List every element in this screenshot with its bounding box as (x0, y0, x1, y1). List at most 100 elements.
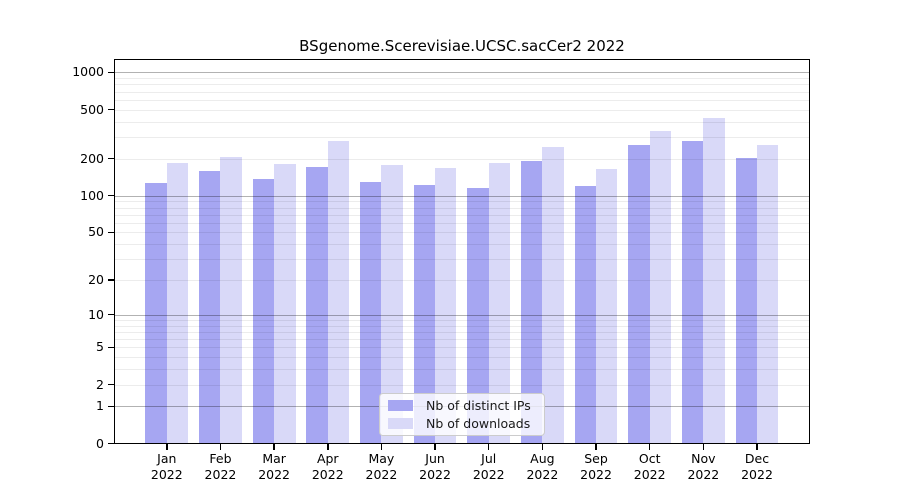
bar-distinct-ips (735, 158, 757, 444)
x-axis-tick-year: 2022 (633, 466, 666, 482)
minor-gridline (114, 369, 810, 371)
bar-distinct-ips (681, 141, 704, 444)
y-axis-tick-label: 50 (88, 224, 104, 240)
x-axis-tick-year: 2022 (472, 466, 505, 482)
x-axis-tick (166, 443, 168, 450)
minor-gridline (114, 207, 810, 209)
bar-downloads (542, 147, 564, 444)
bar-downloads (596, 169, 618, 444)
bar-downloads (166, 163, 189, 444)
bar-downloads (220, 156, 242, 444)
minor-gridline (114, 109, 810, 111)
minor-gridline (114, 280, 810, 281)
y-axis-tick-label: 20 (88, 272, 104, 287)
minor-gridline (114, 91, 810, 93)
bar-distinct-ips (467, 188, 489, 444)
y-axis-tick-label: 5 (96, 339, 104, 355)
x-axis-tick (648, 443, 651, 450)
y-axis-tick-label: 500 (80, 101, 104, 117)
bar-distinct-ips (252, 179, 275, 444)
minor-gridline (114, 201, 810, 203)
bar-downloads (435, 167, 457, 444)
bar-distinct-ips (628, 144, 650, 444)
bar-downloads (703, 118, 725, 444)
minor-gridline (114, 244, 810, 246)
minor-gridline (114, 319, 810, 321)
x-axis-tick-label: Aug 2022 (514, 451, 570, 482)
minor-gridline (114, 121, 810, 123)
legend-entry-downloads: Nb of downloads (388, 415, 536, 431)
y-axis-tick (107, 405, 114, 408)
bar-downloads (381, 164, 403, 444)
minor-gridline (114, 222, 810, 224)
legend: Nb of distinct IPs Nb of downloads (379, 393, 545, 436)
bar-distinct-ips (360, 182, 382, 444)
x-axis-tick-label: May 2022 (353, 451, 409, 482)
minor-gridline (114, 84, 810, 86)
bar-distinct-ips (520, 160, 543, 444)
x-axis-tick (273, 443, 275, 450)
y-axis-tick-label: 200 (80, 150, 104, 166)
y-axis-tick (107, 108, 114, 111)
major-gridline (114, 314, 810, 316)
y-axis-tick (107, 383, 114, 386)
x-axis-tick-year: 2022 (580, 466, 612, 482)
x-axis-tick-label: Jun 2022 (407, 451, 463, 482)
x-axis-tick-label: Dec 2022 (729, 451, 785, 482)
chart-title: BSgenome.Scerevisiae.UCSC.sacCer2 2022 (299, 37, 625, 55)
y-axis-tick (107, 313, 114, 316)
bar-distinct-ips (145, 182, 167, 444)
x-axis-tick (702, 443, 705, 450)
major-gridline (114, 195, 810, 197)
x-axis-tick (219, 443, 222, 450)
legend-entry-distinct-ips: Nb of distinct IPs (388, 397, 536, 413)
minor-gridline (114, 347, 810, 349)
y-axis-tick-label: 0 (96, 435, 104, 451)
legend-label-downloads: Nb of downloads (426, 415, 531, 431)
y-axis-tick (107, 157, 114, 160)
y-axis-tick-label: 100 (80, 187, 104, 203)
minor-gridline (114, 331, 810, 333)
y-axis-tick (107, 346, 114, 349)
y-axis-tick-label: 1 (96, 398, 104, 414)
y-axis-tick-label: 10 (88, 306, 104, 322)
minor-gridline (114, 325, 810, 327)
minor-gridline (114, 232, 810, 234)
y-axis-tick (107, 279, 114, 281)
bar-distinct-ips (306, 166, 328, 444)
bar-downloads (757, 144, 779, 444)
bar-distinct-ips (574, 186, 597, 444)
x-axis-tick-label: Jan 2022 (139, 451, 195, 482)
legend-label-distinct-ips: Nb of distinct IPs (426, 397, 531, 413)
minor-gridline (114, 137, 810, 139)
y-axis-tick-label: 2 (96, 376, 104, 392)
x-axis-tick-label: Nov 2022 (675, 451, 731, 482)
x-axis-tick-label: Sep 2022 (568, 451, 624, 482)
x-axis-tick (541, 443, 544, 450)
bar-downloads (488, 163, 511, 444)
plot-area (114, 59, 810, 444)
bar-distinct-ips (199, 170, 221, 444)
x-axis-tick (327, 443, 329, 450)
x-axis-tick-year: 2022 (526, 466, 559, 482)
x-axis-tick-year: 2022 (419, 466, 451, 482)
x-axis-tick (434, 443, 436, 450)
x-axis-tick-year: 2022 (258, 466, 291, 482)
y-axis-tick (107, 442, 114, 445)
bar-downloads (274, 163, 296, 444)
y-axis-tick-label: 1000 (72, 64, 104, 80)
x-axis-tick-year: 2022 (311, 466, 344, 482)
x-axis-tick (380, 443, 383, 450)
minor-gridline (114, 339, 810, 340)
y-axis-tick (107, 194, 114, 197)
y-axis-tick (107, 231, 114, 234)
minor-gridline (114, 78, 810, 80)
minor-gridline (114, 357, 810, 359)
minor-gridline (114, 259, 810, 261)
bar-distinct-ips (413, 185, 436, 444)
x-axis-tick-label: Jul 2022 (461, 451, 517, 482)
x-axis-tick (595, 443, 597, 450)
x-axis-tick-label: Oct 2022 (622, 451, 678, 482)
legend-swatch-distinct-ips (388, 400, 413, 411)
